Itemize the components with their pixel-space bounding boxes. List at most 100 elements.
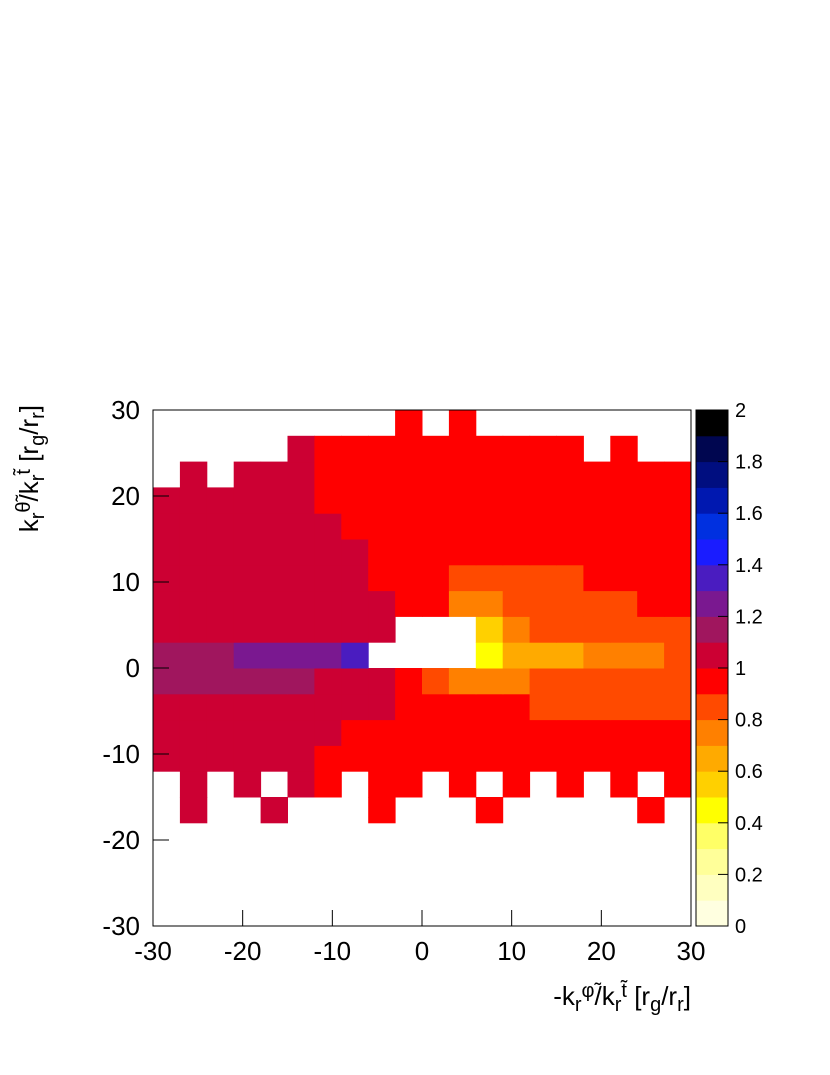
heat-cell bbox=[475, 539, 504, 566]
heat-cell bbox=[422, 719, 450, 746]
heat-cell bbox=[368, 771, 396, 798]
x-axis-label: -krφ̃/krt̃ [rg/rr] bbox=[553, 979, 691, 1016]
heat-cell bbox=[475, 461, 504, 488]
heat-cell bbox=[233, 539, 262, 566]
colorbar-box bbox=[696, 822, 728, 850]
heat-cell bbox=[556, 668, 584, 695]
heat-cell bbox=[583, 487, 611, 514]
heat-cell bbox=[179, 539, 208, 566]
heat-cell bbox=[637, 642, 665, 669]
label-part: /r bbox=[14, 419, 44, 435]
heat-cell bbox=[502, 745, 531, 772]
heat-cell bbox=[664, 487, 692, 514]
y-tick-label: 0 bbox=[126, 653, 140, 683]
heat-cell bbox=[502, 487, 531, 514]
heat-cell bbox=[287, 564, 315, 592]
heat-cell bbox=[610, 487, 638, 514]
heat-cell bbox=[233, 564, 262, 592]
heat-cell bbox=[260, 539, 288, 566]
heat-cell bbox=[610, 642, 638, 669]
heat-cell bbox=[341, 590, 369, 617]
heat-cell bbox=[664, 564, 692, 592]
heat-cell bbox=[502, 668, 531, 695]
heat-cell bbox=[529, 435, 557, 463]
heat-cell bbox=[583, 513, 611, 540]
y-tick-label: -10 bbox=[102, 739, 140, 769]
heat-cell bbox=[448, 745, 477, 772]
heat-cell bbox=[260, 564, 288, 592]
heat-cell bbox=[475, 616, 504, 643]
heat-cell bbox=[664, 719, 692, 746]
heat-cell bbox=[368, 668, 396, 695]
heat-cell bbox=[556, 590, 584, 617]
heat-cell bbox=[233, 461, 262, 488]
heat-cell bbox=[287, 719, 315, 746]
heat-cell bbox=[179, 719, 208, 746]
heat-cell bbox=[395, 668, 423, 695]
heat-cell bbox=[502, 642, 531, 669]
heat-cell bbox=[448, 668, 477, 695]
colorbar-tick-label: 2 bbox=[735, 400, 746, 422]
heat-cell bbox=[448, 719, 477, 746]
heat-cell bbox=[179, 461, 208, 488]
heat-cell bbox=[233, 693, 262, 721]
heat-cell bbox=[233, 745, 262, 772]
heat-cell bbox=[153, 590, 181, 617]
heat-cell bbox=[610, 435, 638, 463]
heat-cell bbox=[153, 693, 181, 721]
heat-cell bbox=[395, 539, 423, 566]
heat-cell bbox=[179, 745, 208, 772]
heat-cell bbox=[287, 461, 315, 488]
heat-cell bbox=[637, 513, 665, 540]
heat-cell bbox=[610, 590, 638, 617]
heat-cell bbox=[314, 693, 342, 721]
heat-cell bbox=[314, 745, 342, 772]
heat-cell bbox=[314, 642, 342, 669]
heat-cell bbox=[664, 771, 692, 798]
heat-cell bbox=[502, 693, 531, 721]
heat-cell bbox=[475, 513, 504, 540]
heat-cell bbox=[260, 745, 288, 772]
heat-cell bbox=[502, 590, 531, 617]
heat-cell bbox=[637, 719, 665, 746]
heat-cell bbox=[475, 435, 504, 463]
y-tick-label: 20 bbox=[111, 481, 140, 511]
heat-cell bbox=[206, 719, 235, 746]
heat-cell bbox=[529, 693, 557, 721]
heat-cell bbox=[153, 616, 181, 643]
heat-cell bbox=[422, 513, 450, 540]
y-tick-label: -30 bbox=[102, 911, 140, 941]
heat-cell bbox=[179, 564, 208, 592]
heat-cell bbox=[179, 590, 208, 617]
label-part: r bbox=[27, 474, 49, 481]
heat-cell bbox=[475, 693, 504, 721]
colorbar-tick-label: 1.2 bbox=[735, 606, 763, 628]
heat-cell bbox=[664, 590, 692, 617]
heat-cell bbox=[287, 771, 315, 798]
heat-cell bbox=[664, 461, 692, 488]
heat-cell bbox=[314, 461, 342, 488]
heat-cell bbox=[206, 513, 235, 540]
heat-cell bbox=[233, 668, 262, 695]
heat-cell bbox=[368, 564, 396, 592]
heat-cell bbox=[583, 719, 611, 746]
heat-cell bbox=[610, 616, 638, 643]
heat-cell bbox=[475, 487, 504, 514]
heat-cell bbox=[529, 539, 557, 566]
heat-cell bbox=[502, 771, 531, 798]
heat-cell bbox=[287, 513, 315, 540]
colorbar-box bbox=[696, 719, 728, 746]
heat-cell bbox=[556, 513, 584, 540]
heat-cell bbox=[583, 616, 611, 643]
heat-cell bbox=[637, 693, 665, 721]
heat-cell bbox=[341, 513, 369, 540]
heat-cell bbox=[179, 487, 208, 514]
heat-cell bbox=[583, 564, 611, 592]
heat-cell bbox=[502, 513, 531, 540]
heat-cell bbox=[664, 745, 692, 772]
heat-cell bbox=[287, 539, 315, 566]
heat-cell bbox=[529, 668, 557, 695]
heat-cell bbox=[556, 642, 584, 669]
